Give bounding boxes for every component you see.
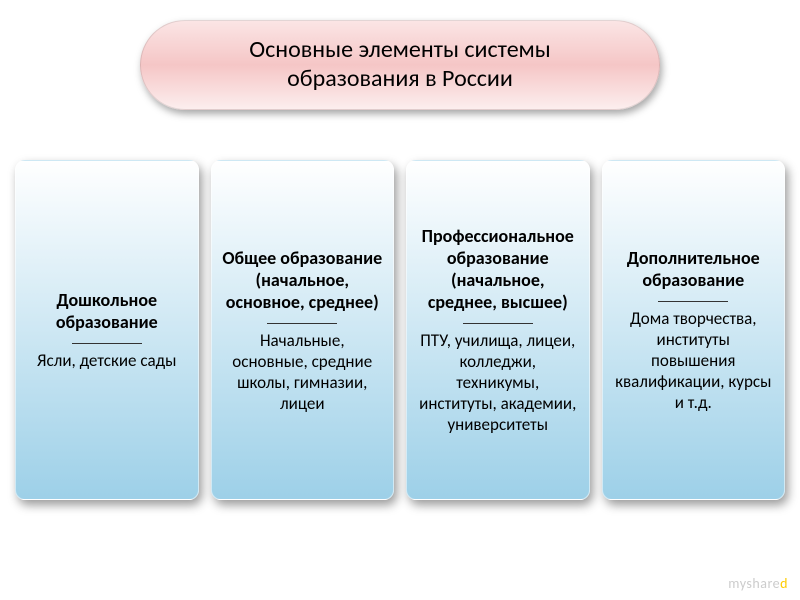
cards-container: Дошкольное образование Ясли, детские сад… <box>15 160 785 500</box>
header-line1: Основные элементы системы <box>249 36 551 65</box>
card-body: Дома творчества, институты повышения ква… <box>613 308 775 413</box>
card-body: Ясли, детские сады <box>37 350 176 371</box>
header-oval: Основные элементы системы образования в … <box>140 20 660 110</box>
card-title: Общее образование (начальное, основное, … <box>222 247 384 313</box>
card-body: ПТУ, училища, лицеи, колледжи, техникумы… <box>417 330 579 435</box>
card-divider <box>463 323 533 324</box>
card-title: Профессиональное образование (начальное,… <box>417 225 579 313</box>
card-general: Общее образование (начальное, основное, … <box>211 160 395 500</box>
card-body: Начальные, основные, средние школы, гимн… <box>222 330 384 414</box>
card-additional: Дополнительное образование Дома творчест… <box>602 160 786 500</box>
watermark-prefix: myshare <box>728 575 780 592</box>
card-preschool: Дошкольное образование Ясли, детские сад… <box>15 160 199 500</box>
card-title: Дошкольное образование <box>26 289 188 333</box>
card-title: Дополнительное образование <box>613 247 775 291</box>
header-line2: образования в России <box>287 65 513 94</box>
card-divider <box>72 343 142 344</box>
card-divider <box>267 323 337 324</box>
card-divider <box>658 301 728 302</box>
watermark-accent: d <box>780 575 788 592</box>
card-professional: Профессиональное образование (начальное,… <box>406 160 590 500</box>
watermark: myshared <box>728 575 788 592</box>
